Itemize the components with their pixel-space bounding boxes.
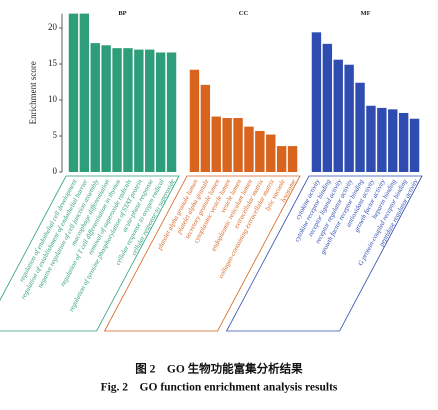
group-bracket xyxy=(225,175,423,332)
y-tick-label: 5 xyxy=(53,130,58,140)
bar xyxy=(112,48,122,172)
caption-en: Fig. 2 GO function enrichment analysis r… xyxy=(101,382,338,394)
bar xyxy=(322,43,333,173)
bar xyxy=(377,107,387,172)
y-tick-label: 20 xyxy=(48,22,58,32)
bar xyxy=(233,118,243,172)
bar xyxy=(155,52,166,173)
bar xyxy=(68,13,79,172)
bar xyxy=(90,43,100,173)
bar xyxy=(244,126,254,172)
bar xyxy=(266,134,276,172)
bar xyxy=(366,105,376,172)
bar xyxy=(333,59,343,172)
bar xyxy=(79,13,90,172)
bar xyxy=(211,116,221,172)
bar xyxy=(388,109,398,172)
bar xyxy=(344,64,354,172)
bar xyxy=(101,45,111,172)
y-tick-label: 15 xyxy=(48,58,58,68)
group-label: MF xyxy=(360,10,370,17)
bar xyxy=(255,130,265,172)
bar xyxy=(276,146,287,172)
group-bracket xyxy=(103,175,301,332)
y-tick-label: 0 xyxy=(53,166,58,176)
y-tick-label: 10 xyxy=(48,94,58,104)
group-bracket xyxy=(0,175,180,332)
bar xyxy=(145,49,155,172)
bar xyxy=(355,82,365,172)
bar xyxy=(123,48,133,172)
bar xyxy=(409,118,420,172)
bar xyxy=(222,118,232,172)
bar xyxy=(134,49,144,172)
bar xyxy=(200,84,211,172)
bar xyxy=(287,146,298,172)
bar xyxy=(166,52,177,173)
bar xyxy=(189,69,200,172)
group-label: CC xyxy=(239,10,249,17)
group-label: BP xyxy=(118,10,126,17)
y-axis-title: Enrichment score xyxy=(28,61,38,124)
caption-zh: 图 2 GO 生物功能富集分析结果 xyxy=(135,362,303,376)
bar xyxy=(398,112,409,172)
bar xyxy=(311,32,322,172)
